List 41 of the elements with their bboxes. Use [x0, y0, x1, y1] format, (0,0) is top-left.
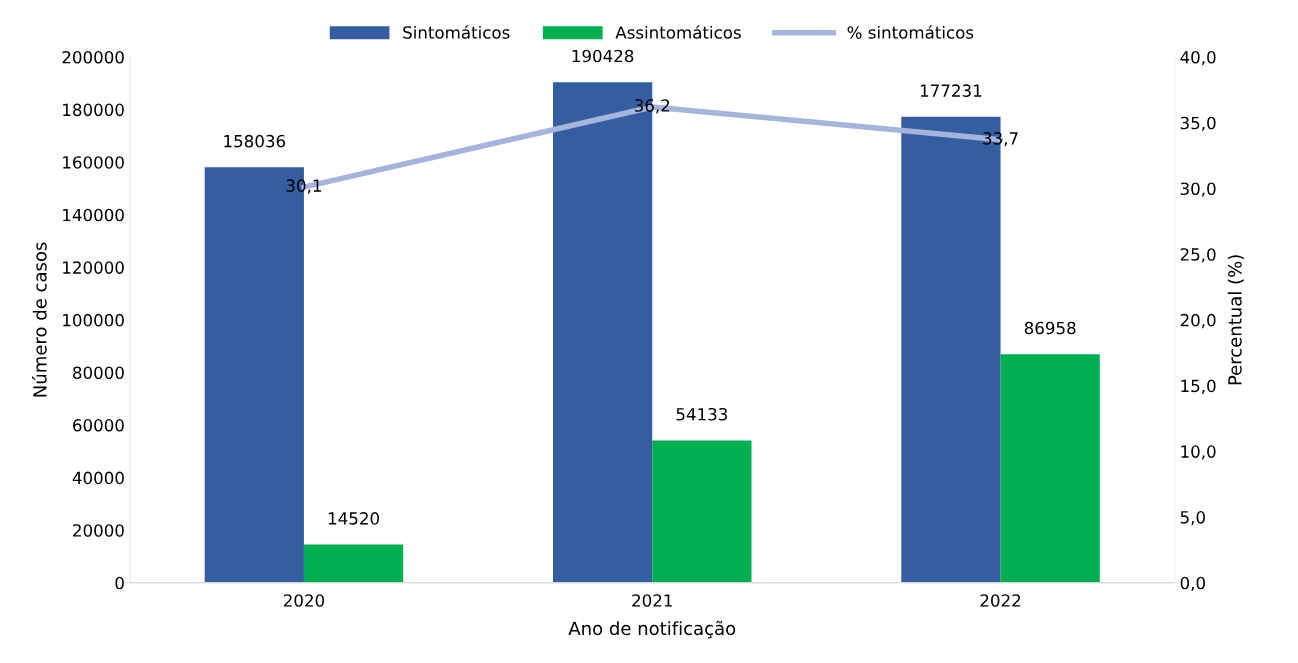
y-tick-label: 140000 [63, 208, 124, 222]
y2-tick-label: 35,0 [1180, 116, 1216, 132]
y-tick-label: 160000 [63, 156, 124, 169]
bar [1000, 354, 1100, 583]
data-label: 86958 [1024, 321, 1076, 335]
y-tick-label: 0 [115, 576, 124, 590]
legend-label: Sintomáticos [403, 25, 510, 39]
y-tick-label: 20000 [73, 524, 124, 537]
data-label: 177231 [920, 84, 982, 97]
y2-tick-label: 15,0 [1181, 379, 1216, 394]
y2-tick-label: 0,0 [1180, 576, 1205, 592]
data-label: 158036 [224, 134, 286, 148]
x-axis-title: Ano de notificação [568, 620, 736, 639]
x-tick-label: 2020 [283, 594, 325, 607]
x-tick-label: 2021 [632, 594, 672, 607]
legend-label: Assintomáticos [615, 25, 741, 39]
data-label: 190428 [572, 49, 634, 63]
y-tick-label: 60000 [73, 419, 124, 432]
y-tick-label: 100000 [63, 313, 124, 327]
data-label: 14520 [328, 512, 379, 525]
y2-tick-label: 40,0 [1180, 50, 1216, 66]
y2-tick-label: 20,0 [1180, 313, 1216, 329]
y-axis-title: Número de casos [32, 242, 47, 397]
data-label: 30,1 [286, 179, 321, 194]
y-tick-label: 120000 [63, 261, 124, 274]
y2-tick-label: 5,0 [1180, 511, 1205, 526]
y-tick-label: 40000 [72, 471, 124, 485]
data-label: 33,7 [983, 132, 1018, 147]
x-tick-label: 2022 [980, 594, 1021, 607]
y2-axis-title: Percentual (%) [1227, 255, 1244, 385]
y2-tick-label: 10,0 [1181, 445, 1216, 460]
y2-tick-label: 25,0 [1180, 248, 1216, 263]
y2-tick-label: 30,0 [1180, 182, 1216, 197]
bar [303, 544, 404, 583]
data-label: 36,2 [634, 99, 670, 114]
bar [652, 440, 752, 583]
y-tick-label: 80000 [73, 366, 124, 380]
y-tick-label: 180000 [63, 103, 124, 117]
legend-label: % sintomáticos [847, 25, 974, 39]
y-tick-label: 200000 [62, 50, 124, 64]
data-label: 54133 [676, 407, 728, 421]
